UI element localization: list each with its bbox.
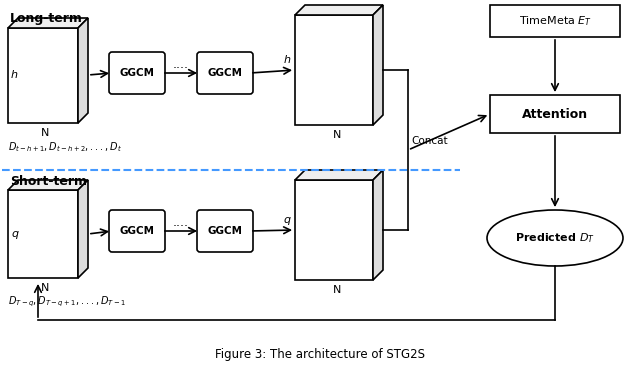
Text: N: N bbox=[41, 283, 49, 293]
Text: GGCM: GGCM bbox=[120, 68, 154, 78]
Polygon shape bbox=[490, 5, 620, 37]
Text: N: N bbox=[41, 128, 49, 138]
Polygon shape bbox=[373, 170, 383, 280]
Text: h: h bbox=[284, 55, 291, 65]
Text: Figure 3: The architecture of STG2S: Figure 3: The architecture of STG2S bbox=[215, 348, 425, 361]
Polygon shape bbox=[8, 28, 78, 123]
Polygon shape bbox=[8, 18, 88, 28]
Text: N: N bbox=[333, 285, 341, 295]
Polygon shape bbox=[373, 5, 383, 125]
Text: GGCM: GGCM bbox=[120, 226, 154, 236]
FancyBboxPatch shape bbox=[109, 52, 165, 94]
Polygon shape bbox=[295, 170, 383, 180]
Polygon shape bbox=[490, 95, 620, 133]
Text: N: N bbox=[333, 130, 341, 140]
Text: ....: .... bbox=[173, 58, 189, 71]
FancyBboxPatch shape bbox=[197, 52, 253, 94]
Text: GGCM: GGCM bbox=[207, 68, 243, 78]
Text: Concat: Concat bbox=[411, 136, 447, 146]
Text: $D_{T-q}, D_{T-q+1},...,D_{T-1}$: $D_{T-q}, D_{T-q+1},...,D_{T-1}$ bbox=[8, 295, 125, 310]
Text: Predicted $D_T$: Predicted $D_T$ bbox=[515, 231, 595, 245]
Text: ....: .... bbox=[173, 216, 189, 229]
Text: $D_{t-h+1}, D_{t-h+2},...,D_t$: $D_{t-h+1}, D_{t-h+2},...,D_t$ bbox=[8, 140, 122, 154]
Text: TimeMeta $E_T$: TimeMeta $E_T$ bbox=[518, 14, 591, 28]
Polygon shape bbox=[295, 180, 373, 280]
Polygon shape bbox=[8, 180, 88, 190]
Polygon shape bbox=[295, 15, 373, 125]
Ellipse shape bbox=[487, 210, 623, 266]
Text: Attention: Attention bbox=[522, 108, 588, 120]
Polygon shape bbox=[78, 180, 88, 278]
Text: h: h bbox=[11, 70, 18, 80]
Polygon shape bbox=[295, 5, 383, 15]
Polygon shape bbox=[78, 18, 88, 123]
Text: Long-term: Long-term bbox=[10, 12, 83, 25]
Polygon shape bbox=[8, 190, 78, 278]
Text: GGCM: GGCM bbox=[207, 226, 243, 236]
Text: q: q bbox=[284, 215, 291, 225]
Text: Short-term: Short-term bbox=[10, 175, 87, 188]
FancyBboxPatch shape bbox=[197, 210, 253, 252]
FancyBboxPatch shape bbox=[109, 210, 165, 252]
Text: q: q bbox=[11, 229, 18, 239]
